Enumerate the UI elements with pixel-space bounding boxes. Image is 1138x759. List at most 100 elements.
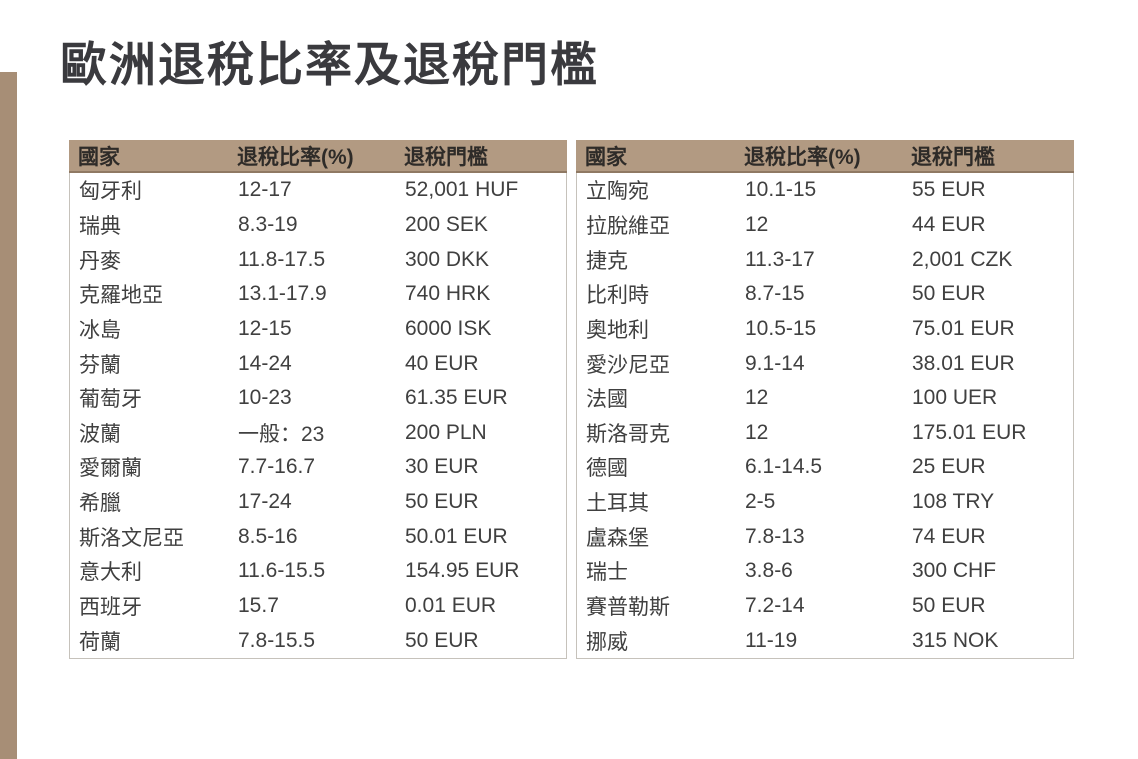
rate-cell: 10-23: [238, 386, 292, 410]
table-header-row: 國家 退稅比率(%) 退稅門檻: [69, 140, 567, 173]
table-row: 拉脫維亞 12 44 EUR: [577, 208, 1073, 243]
table-row: 愛爾蘭 7.7-16.7 30 EUR: [70, 450, 566, 485]
tax-table-right: 國家 退稅比率(%) 退稅門檻 立陶宛 10.1-15 55 EUR 拉脫維亞 12 44…: [576, 140, 1074, 659]
country-cell: 捷克: [586, 249, 628, 273]
threshold-cell: 2,001 CZK: [912, 247, 1013, 271]
threshold-cell: 108 TRY: [912, 490, 995, 514]
table-body: 立陶宛 10.1-15 55 EUR 拉脫維亞 12 44 EUR 捷克 11.3-17 2,0…: [576, 173, 1074, 659]
accent-bar: [0, 72, 17, 759]
table-row: 芬蘭 14-24 40 EUR: [70, 346, 566, 381]
rate-cell: 17-24: [238, 490, 292, 514]
rate-cell: 9.1-14: [745, 351, 805, 375]
threshold-cell: 50.01 EUR: [405, 524, 508, 548]
threshold-cell: 52,001 HUF: [405, 178, 519, 202]
country-cell: 克羅地亞: [79, 284, 163, 308]
country-cell: 希臘: [79, 492, 121, 516]
rate-cell: 13.1-17.9: [238, 282, 327, 306]
table-row: 荷蘭 7.8-15.5 50 EUR: [70, 623, 566, 658]
table-row: 盧森堡 7.8-13 74 EUR: [577, 519, 1073, 554]
rate-cell: 10.5-15: [745, 316, 817, 340]
rate-cell: 12: [745, 386, 769, 410]
country-cell: 土耳其: [586, 492, 649, 516]
country-cell: 波蘭: [79, 422, 121, 446]
table-row: 波蘭 一般：23 200 PLN: [70, 415, 566, 450]
table-row: 希臘 17-24 50 EUR: [70, 485, 566, 520]
country-cell: 法國: [586, 388, 628, 412]
page-title: 歐洲退稅比率及退稅門檻: [60, 38, 599, 91]
table-row: 賽普勒斯 7.2-14 50 EUR: [577, 589, 1073, 624]
country-cell: 挪威: [586, 630, 628, 654]
country-cell: 賽普勒斯: [586, 596, 670, 620]
rate-cell: 12: [745, 420, 769, 444]
table-row: 瑞士 3.8-6 300 CHF: [577, 554, 1073, 589]
table-row: 意大利 11.6-15.5 154.95 EUR: [70, 554, 566, 589]
country-cell: 盧森堡: [586, 526, 649, 550]
country-cell: 瑞典: [79, 214, 121, 238]
country-cell: 冰島: [79, 318, 121, 342]
threshold-cell: 44 EUR: [912, 212, 986, 236]
column-header-rate: 退稅比率(%): [237, 145, 354, 169]
table-row: 奧地利 10.5-15 75.01 EUR: [577, 312, 1073, 347]
rate-cell: 一般：23: [238, 422, 325, 446]
threshold-cell: 175.01 EUR: [912, 420, 1027, 444]
rate-cell: 15.7: [238, 594, 279, 618]
country-cell: 德國: [586, 457, 628, 481]
column-header-threshold: 退稅門檻: [911, 145, 995, 169]
threshold-cell: 25 EUR: [912, 455, 986, 479]
rate-cell: 8.3-19: [238, 212, 298, 236]
tables-container: 國家 退稅比率(%) 退稅門檻 匈牙利 12-17 52,001 HUF 瑞典 8.3-…: [69, 140, 1074, 659]
threshold-cell: 30 EUR: [405, 455, 479, 479]
rate-cell: 7.8-15.5: [238, 628, 316, 652]
table-row: 捷克 11.3-17 2,001 CZK: [577, 242, 1073, 277]
table-row: 丹麥 11.8-17.5 300 DKK: [70, 242, 566, 277]
table-row: 瑞典 8.3-19 200 SEK: [70, 208, 566, 243]
rate-cell: 7.7-16.7: [238, 455, 316, 479]
threshold-cell: 154.95 EUR: [405, 559, 520, 583]
rate-cell: 7.2-14: [745, 594, 805, 618]
country-cell: 愛爾蘭: [79, 457, 142, 481]
table-row: 立陶宛 10.1-15 55 EUR: [577, 173, 1073, 208]
country-cell: 愛沙尼亞: [586, 353, 670, 377]
table-row: 德國 6.1-14.5 25 EUR: [577, 450, 1073, 485]
threshold-cell: 200 PLN: [405, 420, 487, 444]
threshold-cell: 50 EUR: [912, 594, 986, 618]
rate-cell: 12-17: [238, 178, 292, 202]
table-row: 匈牙利 12-17 52,001 HUF: [70, 173, 566, 208]
column-header-country: 國家: [585, 145, 627, 169]
country-cell: 葡萄牙: [79, 388, 142, 412]
country-cell: 瑞士: [586, 561, 628, 585]
threshold-cell: 100 UER: [912, 386, 998, 410]
threshold-cell: 50 EUR: [405, 490, 479, 514]
table-row: 克羅地亞 13.1-17.9 740 HRK: [70, 277, 566, 312]
table-row: 法國 12 100 UER: [577, 381, 1073, 416]
table-row: 西班牙 15.7 0.01 EUR: [70, 589, 566, 624]
rate-cell: 3.8-6: [745, 559, 793, 583]
threshold-cell: 50 EUR: [405, 628, 479, 652]
rate-cell: 7.8-13: [745, 524, 805, 548]
threshold-cell: 61.35 EUR: [405, 386, 508, 410]
threshold-cell: 38.01 EUR: [912, 351, 1015, 375]
table-row: 土耳其 2-5 108 TRY: [577, 485, 1073, 520]
threshold-cell: 55 EUR: [912, 178, 986, 202]
rate-cell: 12-15: [238, 316, 292, 340]
table-row: 冰島 12-15 6000 ISK: [70, 312, 566, 347]
rate-cell: 11.6-15.5: [238, 559, 326, 583]
column-header-threshold: 退稅門檻: [404, 145, 488, 169]
country-cell: 芬蘭: [79, 353, 121, 377]
threshold-cell: 50 EUR: [912, 282, 986, 306]
threshold-cell: 200 SEK: [405, 212, 488, 236]
country-cell: 丹麥: [79, 249, 121, 273]
rate-cell: 10.1-15: [745, 178, 817, 202]
rate-cell: 11.3-17: [745, 247, 815, 271]
country-cell: 斯洛文尼亞: [79, 526, 184, 550]
rate-cell: 8.7-15: [745, 282, 805, 306]
rate-cell: 11.8-17.5: [238, 247, 326, 271]
threshold-cell: 315 NOK: [912, 628, 999, 652]
column-header-country: 國家: [78, 145, 120, 169]
rate-cell: 2-5: [745, 490, 776, 514]
table-row: 葡萄牙 10-23 61.35 EUR: [70, 381, 566, 416]
column-header-rate: 退稅比率(%): [744, 145, 861, 169]
threshold-cell: 300 CHF: [912, 559, 997, 583]
table-row: 挪威 11-19 315 NOK: [577, 623, 1073, 658]
table-row: 比利時 8.7-15 50 EUR: [577, 277, 1073, 312]
